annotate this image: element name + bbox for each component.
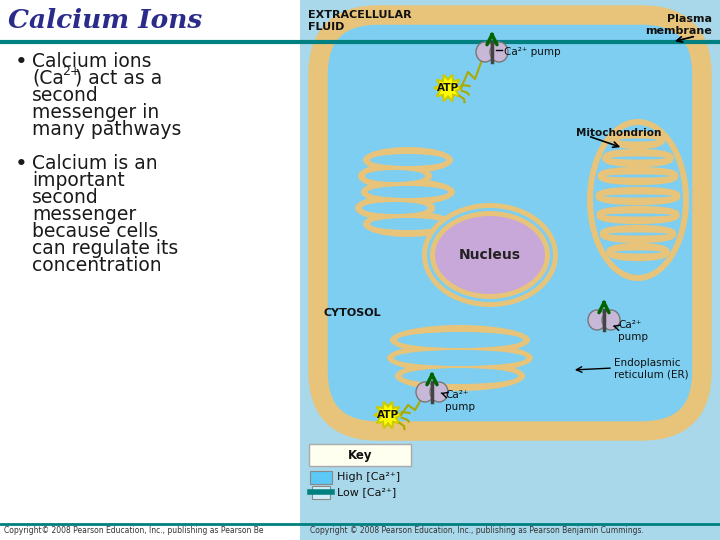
Text: Endoplasmic
reticulum (ER): Endoplasmic reticulum (ER) [614, 358, 688, 380]
Text: second: second [32, 188, 99, 207]
Ellipse shape [370, 154, 446, 166]
Text: Calcium is an: Calcium is an [32, 154, 158, 173]
Ellipse shape [402, 368, 518, 384]
Ellipse shape [370, 218, 446, 230]
FancyBboxPatch shape [309, 444, 411, 466]
Bar [312, 486, 330, 499]
Text: messenger in: messenger in [32, 103, 159, 122]
Text: Ca²⁺
pump: Ca²⁺ pump [618, 320, 648, 342]
Ellipse shape [368, 186, 448, 198]
Ellipse shape [362, 202, 428, 214]
Ellipse shape [593, 125, 683, 275]
Ellipse shape [476, 42, 494, 62]
Text: important: important [32, 171, 125, 190]
Ellipse shape [602, 310, 620, 330]
Ellipse shape [363, 147, 453, 173]
Text: ) act as a: ) act as a [75, 69, 162, 88]
Polygon shape [434, 75, 462, 102]
Ellipse shape [490, 42, 508, 62]
Text: Nucleus: Nucleus [459, 248, 521, 262]
Ellipse shape [604, 194, 672, 198]
Text: Plasma
membrane: Plasma membrane [645, 14, 712, 36]
Text: (Ca: (Ca [32, 69, 64, 88]
Ellipse shape [361, 179, 455, 205]
Ellipse shape [387, 343, 533, 373]
Ellipse shape [394, 350, 526, 366]
Bar [300, 0, 720, 540]
Ellipse shape [587, 119, 689, 281]
Ellipse shape [422, 203, 558, 307]
Text: messenger: messenger [32, 205, 136, 224]
Ellipse shape [355, 195, 435, 221]
Text: ATP: ATP [377, 410, 399, 420]
Ellipse shape [619, 138, 657, 141]
Text: ATP: ATP [437, 83, 459, 93]
Text: EXTRACELLULAR
FLUID: EXTRACELLULAR FLUID [308, 10, 412, 32]
Bar [0, 0, 300, 540]
Text: Mitochondrion: Mitochondrion [576, 128, 662, 138]
Bar [310, 471, 332, 484]
Ellipse shape [614, 251, 662, 253]
Ellipse shape [430, 382, 448, 402]
Ellipse shape [606, 174, 670, 178]
Text: •: • [15, 52, 28, 72]
Text: Ca²⁺ pump: Ca²⁺ pump [504, 47, 561, 57]
Ellipse shape [365, 170, 425, 182]
Ellipse shape [397, 332, 523, 348]
Text: Ca²⁺
pump: Ca²⁺ pump [445, 390, 475, 411]
Ellipse shape [416, 382, 434, 402]
Ellipse shape [395, 361, 525, 391]
Text: Low [Ca²⁺]: Low [Ca²⁺] [337, 487, 396, 497]
Ellipse shape [605, 213, 672, 217]
Text: concentration: concentration [32, 256, 161, 275]
Polygon shape [374, 402, 402, 428]
Ellipse shape [611, 157, 666, 159]
Text: Copyright© 2008 Pearson Education, Inc., publishing as Pearson Be: Copyright© 2008 Pearson Education, Inc.,… [4, 526, 264, 535]
Text: •: • [15, 154, 28, 174]
Text: second: second [32, 86, 99, 105]
Ellipse shape [427, 208, 553, 302]
Text: can regulate its: can regulate its [32, 239, 179, 258]
Text: Key: Key [348, 449, 372, 462]
Text: High [Ca²⁺]: High [Ca²⁺] [337, 472, 400, 482]
Ellipse shape [363, 211, 453, 237]
Text: because cells: because cells [32, 222, 158, 241]
Ellipse shape [588, 310, 606, 330]
Ellipse shape [358, 163, 432, 189]
FancyBboxPatch shape [318, 15, 702, 431]
Ellipse shape [430, 211, 550, 299]
Text: Calcium Ions: Calcium Ions [8, 8, 202, 33]
Ellipse shape [390, 325, 530, 355]
Text: many pathways: many pathways [32, 120, 181, 139]
Ellipse shape [435, 216, 545, 294]
Text: Calcium ions: Calcium ions [32, 52, 151, 71]
Ellipse shape [608, 233, 668, 235]
Text: CYTOSOL: CYTOSOL [323, 308, 381, 318]
Text: Copyright © 2008 Pearson Education, Inc., publishing as Pearson Benjamin Cumming: Copyright © 2008 Pearson Education, Inc.… [310, 526, 644, 535]
Text: 2+: 2+ [62, 65, 81, 78]
